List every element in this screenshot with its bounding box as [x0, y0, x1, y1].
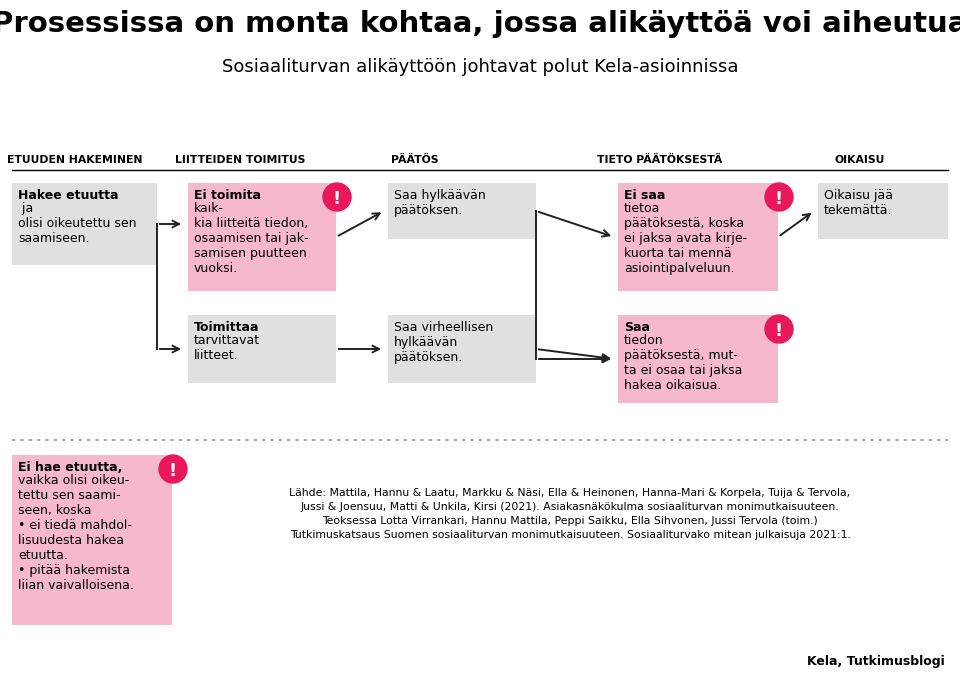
FancyBboxPatch shape: [388, 315, 536, 383]
Text: Teoksessa Lotta Virrankari, Hannu Mattila, Peppi Saikku, Ella Sihvonen, Jussi Te: Teoksessa Lotta Virrankari, Hannu Mattil…: [323, 516, 818, 526]
Text: ETUUDEN HAKEMINEN: ETUUDEN HAKEMINEN: [8, 155, 143, 165]
Text: Lähde: Mattila, Hannu & Laatu, Markku & Näsi, Ella & Heinonen, Hanna-Mari & Korp: Lähde: Mattila, Hannu & Laatu, Markku & …: [289, 488, 851, 498]
Text: kaik-
kia liitteitä tiedon,
osaamisen tai jak-
samisen puutteen
vuoksi.: kaik- kia liitteitä tiedon, osaamisen ta…: [194, 202, 308, 275]
Circle shape: [765, 315, 793, 343]
Circle shape: [765, 183, 793, 211]
FancyBboxPatch shape: [618, 315, 778, 403]
Text: tiedon
päätöksestä, mut-
ta ei osaa tai jaksa
hakea oikaisua.: tiedon päätöksestä, mut- ta ei osaa tai …: [624, 334, 742, 392]
Text: tietoa
päätöksestä, koska
ei jaksa avata kirje-
kuorta tai mennä
asiointipalvelu: tietoa päätöksestä, koska ei jaksa avata…: [624, 202, 747, 275]
FancyBboxPatch shape: [388, 183, 536, 239]
Text: Saa: Saa: [624, 321, 650, 334]
Text: Kela, Tutkimusblogi: Kela, Tutkimusblogi: [807, 655, 945, 668]
Text: TIETO PÄÄTÖKSESTÄ: TIETO PÄÄTÖKSESTÄ: [597, 155, 723, 165]
Text: Tutkimuskatsaus Suomen sosiaaliturvan monimutkaisuuteen. Sosiaaliturvako mitean : Tutkimuskatsaus Suomen sosiaaliturvan mo…: [290, 530, 851, 540]
Text: Ei toimita: Ei toimita: [194, 189, 261, 202]
Text: Prosessissa on monta kohtaa, jossa alikäyttöä voi aiheutua: Prosessissa on monta kohtaa, jossa alikä…: [0, 10, 960, 38]
Text: !: !: [333, 189, 341, 207]
Text: Ei saa: Ei saa: [624, 189, 665, 202]
Text: Saa virheellisen
hylkäävän
päätöksen.: Saa virheellisen hylkäävän päätöksen.: [394, 321, 493, 364]
FancyBboxPatch shape: [188, 183, 336, 291]
Text: OIKAISU: OIKAISU: [835, 155, 885, 165]
Text: Jussi & Joensuu, Matti & Unkila, Kirsi (2021). Asiakasnäkökulma sosiaaliturvan m: Jussi & Joensuu, Matti & Unkila, Kirsi (…: [300, 502, 839, 512]
FancyBboxPatch shape: [818, 183, 948, 239]
Text: Oikaisu jää
tekemättä.: Oikaisu jää tekemättä.: [824, 189, 893, 217]
Circle shape: [159, 455, 187, 483]
FancyBboxPatch shape: [12, 183, 157, 265]
Text: vaikka olisi oikeu-
tettu sen saami-
seen, koska
• ei tiedä mahdol-
lisuudesta h: vaikka olisi oikeu- tettu sen saami- see…: [18, 474, 133, 592]
Text: Toimittaa: Toimittaa: [194, 321, 259, 334]
Text: Sosiaaliturvan alikäyttöön johtavat polut Kela-asioinnissa: Sosiaaliturvan alikäyttöön johtavat polu…: [222, 58, 738, 76]
Text: PÄÄTÖS: PÄÄTÖS: [392, 155, 439, 165]
Text: Ei hae etuutta,: Ei hae etuutta,: [18, 461, 122, 474]
Text: ja
olisi oikeutettu sen
saamiseen.: ja olisi oikeutettu sen saamiseen.: [18, 202, 136, 245]
Text: LIITTEIDEN TOIMITUS: LIITTEIDEN TOIMITUS: [175, 155, 305, 165]
Text: !: !: [775, 321, 783, 339]
Text: Hakee etuutta: Hakee etuutta: [18, 189, 118, 202]
Text: !: !: [775, 189, 783, 207]
Circle shape: [323, 183, 351, 211]
Text: Saa hylkäävän
päätöksen.: Saa hylkäävän päätöksen.: [394, 189, 486, 217]
FancyBboxPatch shape: [12, 455, 172, 625]
Text: tarvittavat
liitteet.: tarvittavat liitteet.: [194, 334, 260, 362]
FancyBboxPatch shape: [188, 315, 336, 383]
Text: !: !: [169, 462, 177, 479]
FancyBboxPatch shape: [618, 183, 778, 291]
